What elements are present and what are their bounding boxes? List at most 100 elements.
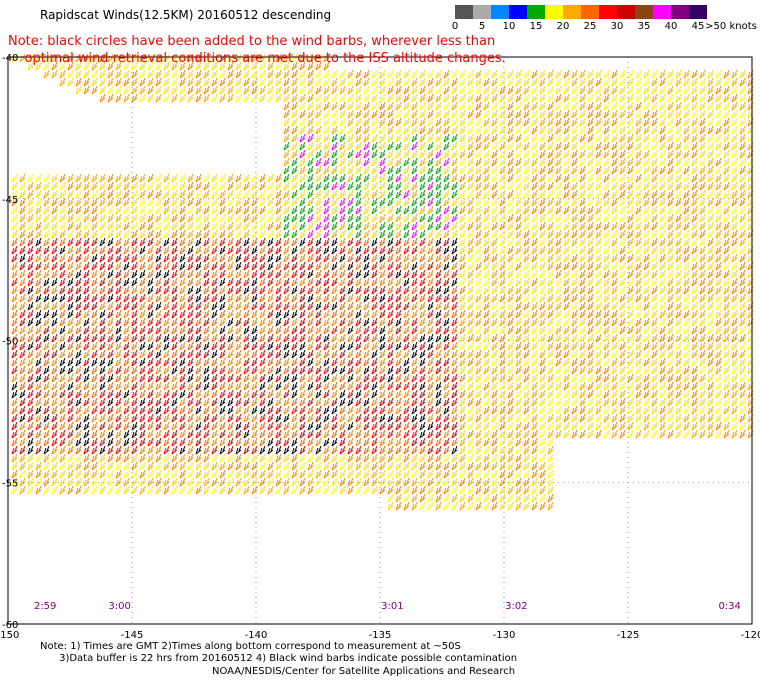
wind-barb <box>459 341 466 351</box>
wind-barb <box>435 341 442 351</box>
wind-barb <box>291 221 298 231</box>
wind-barb <box>307 429 314 439</box>
wind-barb <box>243 269 250 279</box>
wind-barb <box>587 93 594 103</box>
wind-barb <box>451 341 458 351</box>
wind-barb <box>131 357 138 367</box>
wind-barb <box>411 101 418 111</box>
wind-barb <box>427 237 434 247</box>
wind-barb <box>403 157 410 167</box>
wind-barb <box>99 285 106 295</box>
wind-barb <box>171 277 178 287</box>
wind-barb <box>123 357 130 367</box>
wind-barb <box>339 213 346 223</box>
wind-barb <box>547 469 554 479</box>
wind-barb <box>539 109 546 119</box>
wind-barb <box>619 389 626 399</box>
wind-barb <box>323 101 330 111</box>
wind-barb <box>75 389 82 399</box>
wind-barb <box>179 413 186 423</box>
wind-barb <box>339 133 346 143</box>
wind-barb <box>635 197 642 207</box>
wind-barb <box>131 469 138 479</box>
wind-barb <box>99 413 106 423</box>
wind-barb <box>427 133 434 143</box>
wind-barb <box>203 341 210 351</box>
wind-barb <box>347 109 354 119</box>
wind-barb <box>411 253 418 263</box>
wind-barb <box>587 69 594 79</box>
wind-barb <box>475 373 482 383</box>
wind-barb <box>555 341 562 351</box>
wind-barb <box>539 485 546 495</box>
wind-barb <box>307 253 314 263</box>
wind-barb <box>475 469 482 479</box>
wind-barb <box>219 397 226 407</box>
wind-barb <box>235 349 242 359</box>
wind-barb <box>443 157 450 167</box>
wind-barb <box>83 77 90 87</box>
wind-barb <box>179 197 186 207</box>
wind-barb <box>235 301 242 311</box>
wind-barb <box>363 373 370 383</box>
wind-barb <box>403 213 410 223</box>
wind-barb <box>563 133 570 143</box>
wind-barb <box>243 93 250 103</box>
wind-barb <box>219 469 226 479</box>
wind-barb <box>627 253 634 263</box>
wind-barb <box>539 157 546 167</box>
wind-barb <box>411 429 418 439</box>
wind-barb <box>571 181 578 191</box>
wind-barb <box>275 253 282 263</box>
wind-barb <box>395 333 402 343</box>
wind-barb <box>675 381 682 391</box>
wind-barb <box>475 141 482 151</box>
wind-barb <box>483 69 490 79</box>
wind-barb <box>643 309 650 319</box>
wind-barb <box>179 381 186 391</box>
wind-barb <box>267 173 274 183</box>
wind-barb <box>731 293 738 303</box>
wind-barb <box>563 173 570 183</box>
wind-barb <box>499 421 506 431</box>
wind-barb <box>355 133 362 143</box>
footnote: Note: 1) Times are GMT 2)Times along bot… <box>40 641 517 665</box>
wind-barb <box>147 445 154 455</box>
wind-barb <box>307 229 314 239</box>
wind-barb <box>43 421 50 431</box>
map-title: Rapidscat Winds(12.5KM) 20160512 descend… <box>40 8 332 22</box>
wind-barb <box>91 245 98 255</box>
wind-barb <box>339 189 346 199</box>
wind-barb <box>179 213 186 223</box>
wind-barb <box>563 125 570 135</box>
wind-barb <box>291 181 298 191</box>
wind-barb <box>715 293 722 303</box>
wind-barb <box>491 173 498 183</box>
wind-barb <box>371 261 378 271</box>
wind-barb <box>195 365 202 375</box>
wind-barb <box>483 157 490 167</box>
wind-barb <box>107 237 114 247</box>
wind-barb <box>595 141 602 151</box>
wind-barb <box>563 309 570 319</box>
wind-barb <box>531 293 538 303</box>
wind-barb <box>179 293 186 303</box>
wind-barb <box>475 165 482 175</box>
wind-barb <box>387 277 394 287</box>
wind-barb <box>379 389 386 399</box>
wind-barb <box>427 117 434 127</box>
wind-barb <box>723 237 730 247</box>
wind-barb <box>499 189 506 199</box>
wind-barb <box>715 365 722 375</box>
wind-barb <box>459 189 466 199</box>
wind-barb <box>651 133 658 143</box>
wind-barb <box>203 285 210 295</box>
wind-barb <box>355 237 362 247</box>
wind-barb <box>259 245 266 255</box>
wind-barb <box>371 445 378 455</box>
wind-barb <box>107 301 114 311</box>
wind-barb <box>67 197 74 207</box>
wind-barb <box>187 469 194 479</box>
wind-barb <box>299 205 306 215</box>
wind-barb <box>483 149 490 159</box>
